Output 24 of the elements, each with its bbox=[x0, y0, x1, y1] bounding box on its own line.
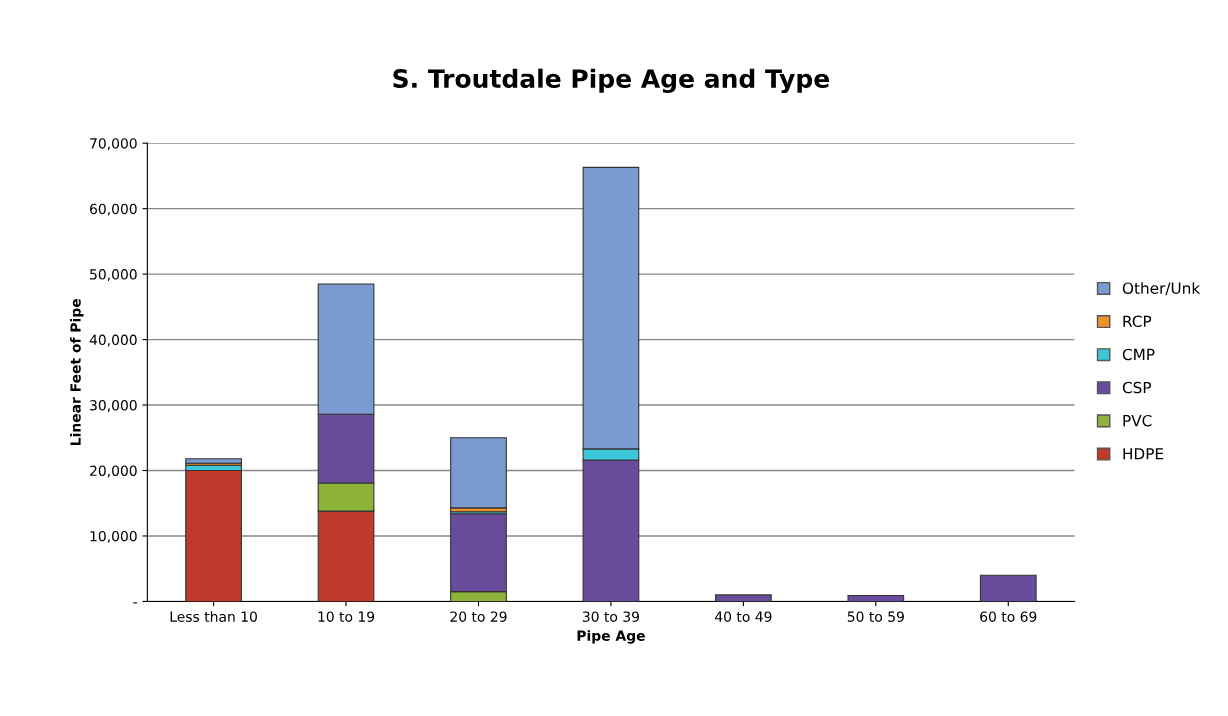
chart-title: S. Troutdale Pipe Age and Type bbox=[393, 68, 830, 94]
legend-label: Other/Unk bbox=[1122, 282, 1201, 296]
x-tick-label: 20 to 29 bbox=[450, 611, 507, 622]
legend-label: PVC bbox=[1123, 414, 1152, 427]
y-tick-label: 60,000 bbox=[90, 203, 137, 216]
legend-label: RCP bbox=[1123, 315, 1152, 328]
x-tick-label: 10 to 19 bbox=[318, 611, 375, 622]
y-tick-label: 40,000 bbox=[89, 334, 137, 347]
y-tick-label: 30,000 bbox=[90, 400, 137, 412]
y-tick-label: 70,000 bbox=[90, 138, 137, 151]
y-tick-label: 20,000 bbox=[90, 465, 137, 478]
y-tick-label: 10,000 bbox=[90, 530, 137, 543]
x-tick-label: Less than 10 bbox=[170, 611, 257, 622]
x-tick-label: 50 to 59 bbox=[847, 611, 904, 622]
x-tick-label: 30 to 39 bbox=[582, 611, 640, 622]
x-axis-title: Pipe Age bbox=[577, 630, 645, 644]
legend-label: CMP bbox=[1122, 348, 1155, 361]
x-tick-label: 60 to 69 bbox=[980, 611, 1037, 622]
legend-label: HDPE bbox=[1123, 448, 1164, 460]
y-tick-label: - bbox=[133, 602, 137, 604]
legend-label: CSP bbox=[1122, 381, 1152, 394]
y-axis-title: Linear Feet of Pipe bbox=[70, 299, 84, 446]
y-tick-label: 50,000 bbox=[90, 269, 137, 282]
x-tick-label: 40 to 49 bbox=[715, 611, 772, 622]
